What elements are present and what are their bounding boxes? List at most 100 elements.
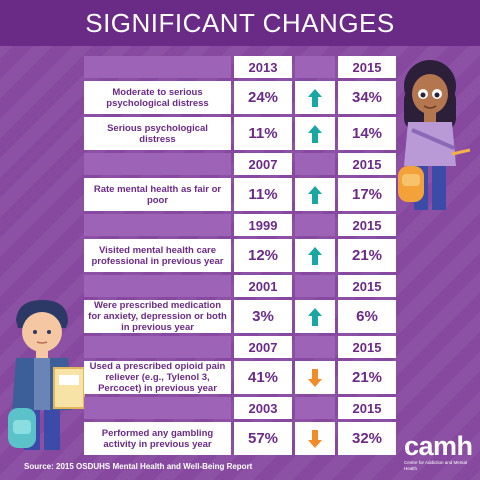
year-from-cell: 2003 [234, 397, 292, 419]
from-value: 11% [248, 186, 278, 203]
to-value: 21% [351, 247, 383, 264]
arrow-up-icon [308, 185, 322, 204]
year-to-cell: 2015 [338, 397, 396, 419]
source-note: Source: 2015 OSDUHS Mental Health and We… [24, 462, 253, 471]
to-cell: 17% [338, 178, 396, 211]
header-spacer [84, 336, 231, 358]
year-from-cell: 2001 [234, 275, 292, 297]
year-from-cell: 2013 [234, 56, 292, 78]
label-cell: Used a prescribed opioid pain reliever (… [84, 361, 231, 394]
arrow-down-icon [308, 429, 322, 448]
girl-illustration [398, 60, 471, 210]
table-row: Used a prescribed opioid pain reliever (… [84, 361, 396, 394]
from-value: 11% [248, 125, 278, 142]
changes-table: 2013 2015 Moderate to serious psychologica… [84, 56, 396, 458]
table-row: Rate mental health as fair or poor 11% 17% [84, 178, 396, 211]
to-cell: 34% [338, 81, 396, 114]
year-from-cell: 2007 [234, 336, 292, 358]
arrow-down-icon [308, 368, 322, 387]
table-row: Were prescribed medication for anxiety, … [84, 300, 396, 333]
header-spacer [84, 397, 231, 419]
from-cell: 3% [234, 300, 292, 333]
year-from: 2007 [248, 156, 278, 172]
from-cell: 11% [234, 117, 292, 150]
to-value: 17% [351, 186, 383, 203]
page-title: SIGNIFICANT CHANGES [85, 7, 395, 38]
year-header-row: 2013 2015 [84, 56, 396, 78]
header-spacer [84, 275, 231, 297]
from-value: 12% [247, 247, 279, 264]
year-to-cell: 2015 [338, 336, 396, 358]
row-label: Used a prescribed opioid pain reliever (… [89, 361, 226, 394]
boy-illustration [8, 300, 85, 450]
to-value: 21% [351, 369, 383, 386]
arrow-up-icon [308, 88, 322, 107]
year-to: 2015 [352, 156, 382, 172]
year-to: 2015 [352, 339, 382, 355]
table-row: Performed any gambling activity in previ… [84, 422, 396, 455]
from-value: 41% [247, 369, 279, 386]
label-cell: Serious psychological distress [84, 117, 231, 150]
year-to-cell: 2015 [338, 275, 396, 297]
year-to: 2015 [352, 400, 382, 416]
logo-tagline: Centre for Addiction and Mental Health [404, 460, 468, 471]
to-cell: 14% [338, 117, 396, 150]
year-header-row: 2003 2015 [84, 397, 396, 419]
from-value: 57% [247, 430, 279, 447]
header-spacer [84, 214, 231, 236]
to-value: 14% [351, 125, 383, 142]
label-cell: Rate mental health as fair or poor [84, 178, 231, 211]
label-cell: Performed any gambling activity in previ… [84, 422, 231, 455]
row-label: Rate mental health as fair or poor [93, 183, 222, 206]
to-cell: 6% [338, 300, 396, 333]
from-cell: 24% [234, 81, 292, 114]
table-row: Serious psychological distress 11% 14% [84, 117, 396, 150]
header-spacer [84, 56, 231, 78]
to-cell: 21% [338, 361, 396, 394]
year-to-cell: 2015 [338, 153, 396, 175]
year-header-row: 2001 2015 [84, 275, 396, 297]
to-value: 6% [356, 308, 378, 325]
year-from: 2001 [248, 278, 278, 294]
trend-cell [295, 81, 335, 114]
year-to: 2015 [352, 278, 382, 294]
header-spacer [295, 336, 335, 358]
row-label: Were prescribed medication for anxiety, … [88, 300, 227, 333]
label-cell: Were prescribed medication for anxiety, … [84, 300, 231, 333]
camh-logo: camh Centre for Addiction and Mental Hea… [404, 432, 474, 472]
year-to: 2015 [352, 217, 382, 233]
header-spacer [295, 153, 335, 175]
year-header-row: 2007 2015 [84, 153, 396, 175]
year-header-row: 1999 2015 [84, 214, 396, 236]
arrow-up-icon [308, 246, 322, 265]
trend-cell [295, 300, 335, 333]
arrow-up-icon [308, 307, 322, 326]
row-label: Visited mental health care professional … [91, 244, 224, 267]
trend-cell [295, 361, 335, 394]
label-cell: Moderate to serious psychological distre… [84, 81, 231, 114]
from-cell: 12% [234, 239, 292, 272]
year-header-row: 2007 2015 [84, 336, 396, 358]
header-spacer [295, 275, 335, 297]
logo-wordmark: camh [404, 431, 473, 461]
year-to: 2015 [352, 59, 382, 75]
header-bar: SIGNIFICANT CHANGES [0, 0, 480, 46]
year-from: 2003 [248, 400, 278, 416]
from-value: 3% [252, 308, 274, 325]
year-from-cell: 1999 [234, 214, 292, 236]
header-spacer [295, 56, 335, 78]
label-cell: Visited mental health care professional … [84, 239, 231, 272]
to-cell: 21% [338, 239, 396, 272]
to-cell: 32% [338, 422, 396, 455]
table-row: Visited mental health care professional … [84, 239, 396, 272]
to-value: 32% [351, 430, 383, 447]
arrow-up-icon [308, 124, 322, 143]
from-cell: 41% [234, 361, 292, 394]
year-to-cell: 2015 [338, 214, 396, 236]
header-spacer [295, 214, 335, 236]
from-value: 24% [247, 89, 279, 106]
from-cell: 57% [234, 422, 292, 455]
row-label: Performed any gambling activity in previ… [101, 427, 214, 450]
table-row: Moderate to serious psychological distre… [84, 81, 396, 114]
year-from: 2007 [248, 339, 278, 355]
